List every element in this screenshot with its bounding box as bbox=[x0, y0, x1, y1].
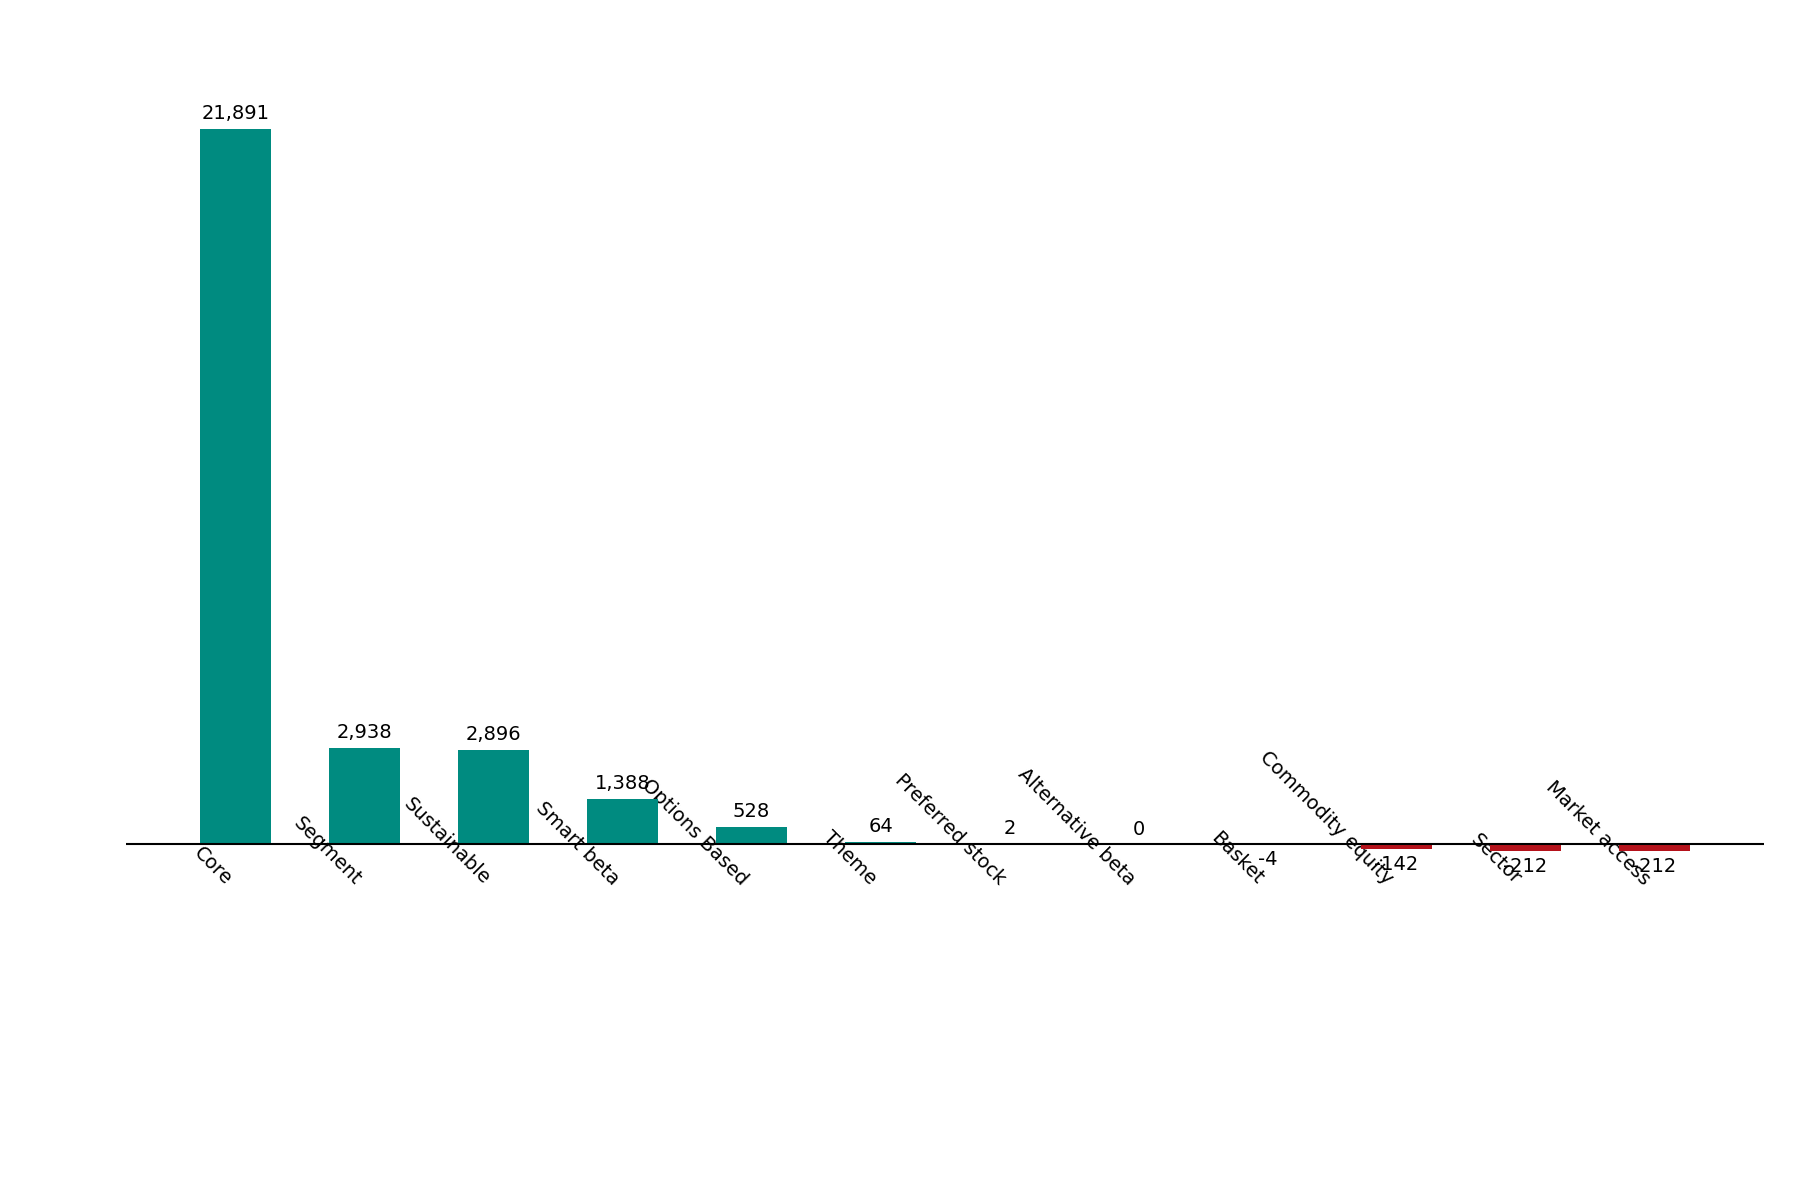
Bar bbox=[459, 750, 529, 845]
Text: -212: -212 bbox=[1633, 857, 1676, 876]
Bar bbox=[329, 749, 400, 845]
Bar bbox=[1618, 845, 1690, 851]
Text: 64: 64 bbox=[868, 817, 893, 836]
Text: -212: -212 bbox=[1503, 857, 1548, 876]
Text: 21,891: 21,891 bbox=[202, 104, 270, 124]
Text: 528: 528 bbox=[733, 803, 770, 821]
Bar bbox=[716, 827, 787, 845]
Text: 1,388: 1,388 bbox=[594, 774, 650, 793]
Text: 2: 2 bbox=[1003, 820, 1015, 839]
Text: 2,938: 2,938 bbox=[337, 724, 392, 743]
Text: -4: -4 bbox=[1258, 851, 1276, 870]
Bar bbox=[587, 799, 659, 845]
Bar bbox=[844, 842, 916, 845]
Text: -142: -142 bbox=[1373, 854, 1418, 874]
Text: 2,896: 2,896 bbox=[466, 725, 522, 744]
Text: 0: 0 bbox=[1132, 820, 1145, 839]
Bar bbox=[1361, 845, 1431, 850]
Bar bbox=[200, 128, 272, 845]
Bar bbox=[1490, 845, 1561, 851]
